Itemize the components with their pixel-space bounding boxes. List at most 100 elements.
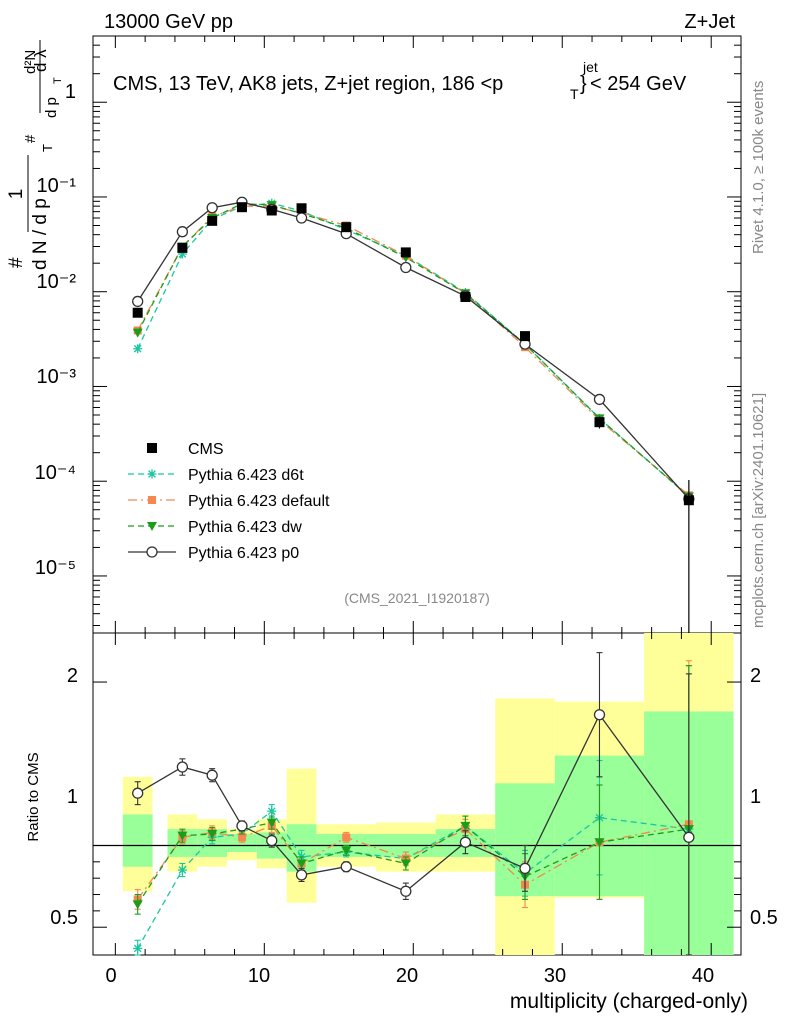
y-tick-label-5: 10⁻⁴ <box>35 462 76 484</box>
header-left: 13000 GeV pp <box>104 11 233 33</box>
cms-point-8 <box>460 291 471 302</box>
pythia-6-423-p0-ratio-point-3 <box>236 820 248 832</box>
ratio-tick-label-1-right: 1 <box>750 786 761 808</box>
legend-label-pythia-6-423-p0: Pythia 6.423 p0 <box>188 545 299 562</box>
header-right: Z+Jet <box>684 11 735 33</box>
pythia-6-423-p0-ratio-point-8 <box>459 836 472 848</box>
pythia-6-423-dw-ratio-point-10 <box>594 838 605 848</box>
y-tick-label-4: 10⁻³ <box>37 366 77 388</box>
pythia-6-423-p0-ratio-point-10 <box>593 709 606 721</box>
ratio-series-layer <box>132 652 695 956</box>
y-label-frac-num: d²N <box>22 50 39 74</box>
y-label-hash: # <box>6 257 27 268</box>
pythia-6-423-p0-ratio-point-0 <box>132 787 144 799</box>
ratio-axis-label: Ratio to CMS <box>25 752 42 841</box>
title-main: CMS, 13 TeV, AK8 jets, Z+jet region, 186… <box>113 73 503 95</box>
pythia-6-423-default-ratio-point-3 <box>237 833 246 842</box>
green-band-0 <box>122 814 153 867</box>
cms-point-1 <box>177 242 188 253</box>
x-tick-label-10: 10 <box>248 965 270 987</box>
pythia-6-423-d6t-ratio-point-4 <box>267 806 277 816</box>
main-frame <box>92 35 742 634</box>
pythia-6-423-dw-ratio-point-4 <box>266 818 277 828</box>
pythia-6-423-dw-ratio-point-2 <box>207 830 218 840</box>
pythia-6-423-dw-ratio-point-0 <box>132 900 143 910</box>
ratio-tick-label-0p5: 0.5 <box>50 907 78 929</box>
title-close: } <box>580 73 587 95</box>
pythia-6-423-d6t-ratio-line <box>137 810 689 949</box>
pythia-6-423-p0-line <box>137 201 690 500</box>
ratio-tick-label-2: 2 <box>67 665 78 687</box>
y-label-frac-den-sub: T <box>52 77 64 84</box>
pythia-6-423-d6t-ratio-point-0 <box>133 943 143 953</box>
pythia-6-423-p0-ratio-point-6 <box>340 861 352 873</box>
legend-marker-pythia-6-423-d6t <box>147 469 157 479</box>
y-axis-label: # 1 d N / d p T # d²N d p T d λ <box>6 40 64 270</box>
pythia-6-423-p0-ratio-point-1 <box>176 761 189 773</box>
side-label-rivet: Rivet 4.1.0, ≥ 100k events <box>750 81 767 254</box>
plot-title: CMS, 13 TeV, AK8 jets, Z+jet region, 186… <box>113 59 687 102</box>
y-label-frac-den: d p <box>43 97 60 118</box>
legend-marker-pythia-6-423-dw <box>147 522 157 531</box>
pythia-6-423-default-ratio-line <box>137 823 690 900</box>
title-end: < 254 GeV <box>590 73 687 95</box>
cms-point-0 <box>132 307 143 318</box>
y-label-dlam: d λ <box>31 49 50 72</box>
title-main-text: CMS, 13 TeV, AK8 jets, Z+jet region, 186… <box>113 73 503 95</box>
ratio-frame <box>92 632 742 956</box>
main-series-layer <box>132 196 695 633</box>
pythia-6-423-p0-ratio-point-4 <box>266 834 278 847</box>
title-sub: T <box>570 86 579 102</box>
pythia-6-423-p0-point-7 <box>400 261 412 274</box>
pythia-6-423-p0-point-0 <box>132 295 144 308</box>
pythia-6-423-p0-ratio-point-9 <box>519 862 531 875</box>
y-tick-label-3: 10⁻² <box>37 271 77 293</box>
legend-label-pythia-6-423-default: Pythia 6.423 default <box>188 493 330 510</box>
pythia-6-423-default-ratio-point-6 <box>342 833 351 842</box>
title-sup: jet <box>582 59 598 75</box>
y-tick-label-1: 1 <box>65 81 76 103</box>
pythia-6-423-p0-point-10 <box>593 393 606 406</box>
y-label-dn: d N / d p <box>30 198 51 270</box>
cms-point-6 <box>341 222 352 233</box>
analysis-id: (CMS_2021_I1920187) <box>344 590 490 606</box>
ratio-tick-label-2-right: 2 <box>750 665 761 687</box>
x-tick-label-0: 0 <box>105 965 116 987</box>
ratio-tick-label-0p5-right: 0.5 <box>750 907 778 929</box>
legend-label-pythia-6-423-d6t: Pythia 6.423 d6t <box>188 467 304 484</box>
cms-point-3 <box>236 202 247 213</box>
y-label-pt-sub: T <box>40 144 55 152</box>
cms-point-11 <box>683 495 694 506</box>
pythia-6-423-p0-point-2 <box>206 202 218 214</box>
pythia-6-423-p0-point-1 <box>176 226 189 238</box>
pythia-6-423-default-line <box>137 205 690 496</box>
cms-point-2 <box>207 215 218 226</box>
x-axis-label: multiplicity (charged-only) <box>510 990 748 1013</box>
pythia-6-423-dw-ratio-point-7 <box>400 859 411 869</box>
pythia-6-423-dw-ratio-point-5 <box>296 859 307 869</box>
uncertainty-bands <box>93 633 741 955</box>
cms-point-10 <box>594 417 605 428</box>
pythia-6-423-p0-ratio-point-2 <box>206 769 218 781</box>
pythia-6-423-p0-point-5 <box>295 212 308 224</box>
legend-marker-pythia-6-423-p0 <box>146 546 158 558</box>
pythia-6-423-dw-ratio-line <box>137 821 689 905</box>
x-tick-label-40: 40 <box>692 965 714 987</box>
pythia-6-423-d6t-point-0 <box>133 344 143 354</box>
legend-marker-cms <box>147 443 157 453</box>
x-tick-label-20: 20 <box>396 965 418 987</box>
x-tick-label-30: 30 <box>544 965 566 987</box>
cms-point-4 <box>266 205 277 216</box>
side-label-mcplots: mcplots.cern.ch [arXiv:2401.10621] <box>750 393 767 628</box>
legend-label-pythia-6-423-dw: Pythia 6.423 dw <box>188 519 302 536</box>
cms-point-9 <box>520 331 530 342</box>
pythia-6-423-dw-ratio-point-1 <box>177 831 188 841</box>
ratio-tick-label-1: 1 <box>67 786 78 808</box>
pythia-6-423-dw-point-0 <box>132 328 143 338</box>
cms-point-5 <box>296 203 307 214</box>
legend-label-cms: CMS <box>188 441 224 458</box>
legend: CMS Pythia 6.423 d6t Pythia 6.423 default P… <box>128 441 330 562</box>
pythia-6-423-p0-ratio-point-7 <box>400 885 412 897</box>
pythia-6-423-d6t-ratio-point-1 <box>177 865 187 875</box>
